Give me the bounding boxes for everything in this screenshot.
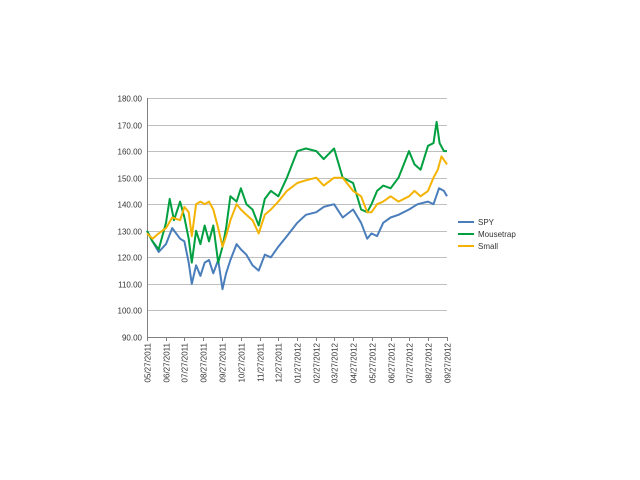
y-tick-label: 180.00 bbox=[118, 95, 143, 104]
y-tick-label: 160.00 bbox=[118, 148, 143, 157]
x-tick-label: 11/27/2011 bbox=[257, 342, 266, 381]
x-tick-label: 10/27/2011 bbox=[238, 342, 247, 382]
series-line-spy bbox=[146, 187, 448, 291]
x-tick-label: 07/27/2012 bbox=[406, 342, 415, 383]
y-tick-label: 90.00 bbox=[122, 334, 143, 343]
legend-label-small: Small bbox=[478, 242, 498, 251]
y-tick-label: 120.00 bbox=[118, 254, 143, 263]
series-line-small bbox=[146, 155, 448, 248]
y-tick-labels: 90.00 100.00 110.00 120.00 130.00 140.00 150.0… bbox=[118, 95, 143, 343]
x-tick-label: 12/27/2011 bbox=[275, 342, 284, 382]
y-tick-label: 140.00 bbox=[118, 201, 143, 210]
x-tick-label: 09/27/2011 bbox=[219, 342, 228, 382]
x-tick-label: 07/27/2011 bbox=[181, 342, 190, 382]
x-tick-label: 09/27/2012 bbox=[444, 342, 453, 383]
x-tick-label: 08/27/2011 bbox=[200, 342, 209, 382]
y-tick-label: 130.00 bbox=[118, 228, 143, 237]
x-tick-label: 04/27/2012 bbox=[350, 342, 359, 383]
legend-label-spy: SPY bbox=[478, 218, 495, 227]
y-tick-label: 100.00 bbox=[118, 307, 143, 316]
y-tick-label: 110.00 bbox=[118, 281, 142, 290]
x-tick-label: 05/27/2011 bbox=[144, 342, 153, 382]
legend: SPY Mousetrap Small bbox=[458, 218, 516, 251]
axes bbox=[147, 98, 448, 341]
x-tick-label: 08/27/2012 bbox=[425, 342, 434, 383]
series-lines bbox=[146, 120, 448, 291]
y-tick-label: 170.00 bbox=[118, 122, 143, 131]
x-tick-label: 02/27/2012 bbox=[313, 342, 322, 383]
legend-label-mousetrap: Mousetrap bbox=[478, 230, 516, 239]
x-tick-labels: 05/27/2011 06/27/2011 07/27/2011 08/27/2011… bbox=[144, 342, 453, 383]
x-tick-label: 01/27/2012 bbox=[294, 342, 303, 383]
x-tick-label: 03/27/2012 bbox=[331, 342, 340, 383]
y-tick-label: 150.00 bbox=[118, 175, 143, 184]
x-tick-label: 05/27/2012 bbox=[369, 342, 378, 383]
x-tick-label: 06/27/2012 bbox=[388, 342, 397, 383]
series-line-mousetrap bbox=[146, 120, 447, 264]
x-tick-label: 06/27/2011 bbox=[163, 342, 172, 382]
